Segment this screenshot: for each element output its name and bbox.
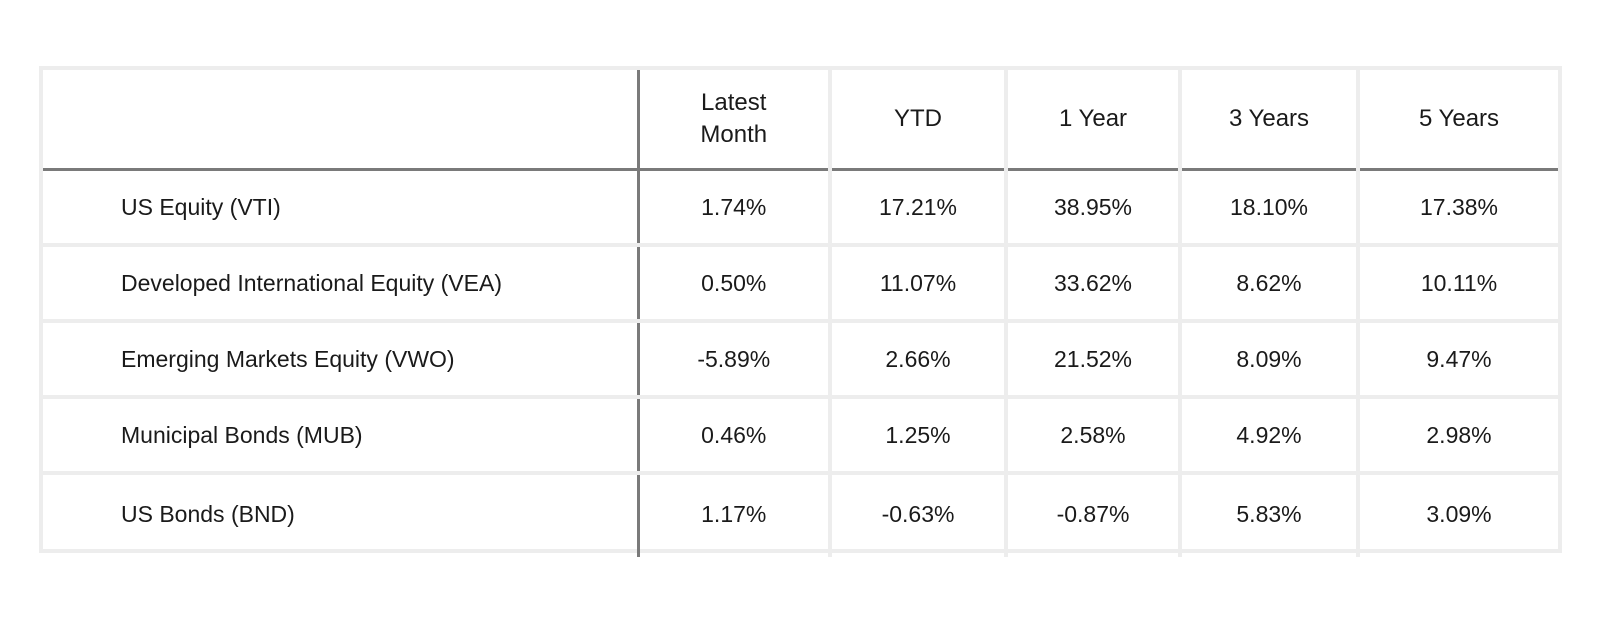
header-latest-month: Latest Month [636,70,830,171]
five-years-cell: 3.09% [1356,471,1558,557]
header-3-years-label: 3 Years [1228,105,1310,132]
header-ytd-label: YTD [894,105,942,132]
returns-table: Latest Month YTD 1 Year 3 Years 5 Years … [43,70,1558,557]
latest-month-cell: 1.74% [636,169,830,245]
three-years-cell: 5.83% [1178,471,1358,557]
latest-month-cell: 1.17% [636,471,830,557]
header-1-year: 1 Year [1004,70,1180,171]
fund-name-cell: US Bonds (BND) [43,471,638,557]
header-row: Latest Month YTD 1 Year 3 Years 5 Years [43,70,1558,171]
fund-name-cell: Developed International Equity (VEA) [43,243,638,321]
header-ytd: YTD [828,70,1006,171]
one-year-cell: 38.95% [1004,169,1180,245]
one-year-cell: -0.87% [1004,471,1180,557]
latest-month-cell: -5.89% [636,319,830,397]
header-latest-month-label: Latest Month [700,89,768,148]
table-row: Developed International Equity (VEA) 0.5… [43,243,1558,321]
one-year-cell: 21.52% [1004,319,1180,397]
five-years-cell: 2.98% [1356,395,1558,473]
five-years-cell: 17.38% [1356,169,1558,245]
header-3-years: 3 Years [1178,70,1358,171]
header-5-years: 5 Years [1356,70,1558,171]
latest-month-cell: 0.50% [636,243,830,321]
three-years-cell: 4.92% [1178,395,1358,473]
three-years-cell: 8.62% [1178,243,1358,321]
header-5-years-label: 5 Years [1418,105,1500,132]
one-year-cell: 2.58% [1004,395,1180,473]
fund-name-cell: US Equity (VTI) [121,193,281,220]
ytd-cell: -0.63% [828,471,1006,557]
returns-table-container: Latest Month YTD 1 Year 3 Years 5 Years … [39,66,1562,557]
ytd-cell: 1.25% [828,395,1006,473]
fund-name-cell: Emerging Markets Equity (VWO) [43,319,638,397]
one-year-cell: 33.62% [1004,243,1180,321]
table-row: Municipal Bonds (MUB) 0.46% 1.25% 2.58% … [43,395,1558,473]
table-row: US Equity (VTI) 1.74% 17.21% 38.95% 18.1… [43,169,1558,245]
five-years-cell: 10.11% [1356,243,1558,321]
three-years-cell: 18.10% [1178,169,1358,245]
table-row: Emerging Markets Equity (VWO) -5.89% 2.6… [43,319,1558,397]
ytd-cell: 2.66% [828,319,1006,397]
ytd-cell: 11.07% [828,243,1006,321]
latest-month-cell: 0.46% [636,395,830,473]
table-row: US Bonds (BND) 1.17% -0.63% -0.87% 5.83%… [43,471,1558,557]
three-years-cell: 8.09% [1178,319,1358,397]
header-1-year-label: 1 Year [1058,105,1128,132]
five-years-cell: 9.47% [1356,319,1558,397]
header-fund [43,70,638,171]
fund-name-cell: Municipal Bonds (MUB) [43,395,638,473]
ytd-cell: 17.21% [828,169,1006,245]
